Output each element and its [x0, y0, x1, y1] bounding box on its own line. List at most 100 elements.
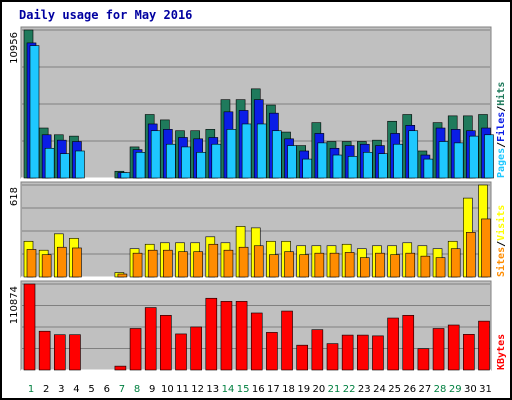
bar-sites-day-20 [314, 252, 325, 278]
day-label-17: 17 [267, 384, 280, 395]
day-labels: 1 2 3 4 5 6 7 8 9 10 11 12 13 14 15 16 17 18 19 20 21 22 23 24 2… [28, 384, 492, 395]
bar-kbytes-day-4 [69, 334, 81, 371]
day-label-25: 25 [388, 384, 401, 395]
bar-kbytes-day-26 [402, 315, 415, 371]
bar-pages-day-15 [241, 123, 252, 179]
bar-sites-day-25 [390, 254, 400, 278]
day-label-5: 5 [88, 384, 94, 395]
bar-pages-day-7 [120, 172, 131, 179]
side-legend: Sites/Visits [495, 205, 507, 277]
bar-sites-day-8 [132, 252, 143, 278]
bar-kbytes-day-11 [175, 333, 187, 371]
day-label-10: 10 [161, 384, 174, 395]
bar-pages-day-12 [196, 152, 206, 179]
legend-files: Files [495, 112, 507, 142]
legend-separator: / [496, 142, 507, 148]
bar-sites-day-7 [117, 273, 128, 278]
bar-pages-day-20 [317, 142, 328, 179]
bar-kbytes-day-7 [114, 365, 127, 371]
bar-kbytes-day-3 [53, 334, 66, 371]
bar-sites-day-31 [481, 218, 491, 278]
day-label-31: 31 [479, 384, 492, 395]
bar-kbytes-day-25 [387, 317, 399, 371]
panel-visits-sites: 618 Sites/Visits [9, 181, 507, 278]
bar-pages-day-26 [408, 130, 419, 179]
bar-sites-day-26 [405, 252, 416, 278]
bar-sites-day-17 [269, 254, 279, 278]
day-label-7: 7 [119, 384, 125, 395]
bar-kbytes-day-18 [281, 310, 293, 371]
bar-pages-day-11 [181, 146, 191, 179]
bar-pages-day-14 [226, 129, 237, 179]
bar-pages-day-28 [438, 141, 449, 179]
bar-kbytes-day-8 [129, 328, 142, 371]
legend-sites: Sites [495, 247, 507, 277]
bar-sites-day-10 [163, 249, 173, 278]
day-label-3: 3 [58, 384, 64, 395]
day-label-22: 22 [343, 384, 356, 395]
bar-sites-day-28 [435, 257, 446, 278]
bar-pages-day-9 [150, 130, 161, 179]
bar-sites-day-12 [193, 251, 203, 278]
bar-pages-day-16 [256, 123, 267, 179]
bar-kbytes-day-29 [447, 324, 460, 371]
side-legend-text: KBytes [496, 334, 507, 370]
day-label-9: 9 [149, 384, 155, 395]
day-label-6: 6 [104, 384, 110, 395]
bar-pages-day-1 [29, 45, 40, 179]
bar-pages-day-2 [44, 147, 55, 179]
bar-pages-day-10 [166, 143, 176, 179]
bar-pages-day-19 [302, 158, 313, 179]
bar-kbytes-day-23 [356, 334, 369, 371]
day-label-8: 8 [134, 384, 140, 395]
day-label-11: 11 [176, 384, 189, 395]
day-label-23: 23 [358, 384, 371, 395]
day-label-28: 28 [434, 384, 447, 395]
day-label-2: 2 [43, 384, 49, 395]
bar-kbytes-day-20 [311, 329, 324, 371]
bar-pages-day-30 [469, 135, 479, 179]
bar-sites-day-21 [329, 252, 340, 278]
day-label-21: 21 [328, 384, 341, 395]
bar-pages-day-4 [75, 150, 85, 179]
day-label-13: 13 [206, 384, 219, 395]
panel-kbytes: 110874 KBytes [9, 280, 507, 371]
bar-pages-day-24 [378, 153, 388, 179]
bar-sites-day-29 [450, 248, 461, 278]
bar-kbytes-day-10 [160, 315, 172, 371]
day-label-30: 30 [464, 384, 477, 395]
bar-pages-day-25 [393, 143, 403, 179]
bar-sites-day-22 [344, 252, 355, 278]
bar-pages-day-22 [347, 156, 358, 179]
bar-kbytes-day-2 [38, 330, 51, 371]
bar-sites-day-2 [41, 254, 52, 278]
day-label-20: 20 [312, 384, 325, 395]
bar-pages-day-18 [287, 145, 297, 179]
bar-sites-day-9 [147, 249, 158, 278]
bar-kbytes-day-21 [326, 343, 339, 371]
legend-separator: / [496, 106, 507, 112]
bar-kbytes-day-1 [23, 283, 36, 371]
y-tick-max: 618 [9, 187, 20, 206]
side-legend: Pages/Files/Hits [495, 82, 507, 178]
bar-sites-day-1 [26, 249, 37, 278]
bar-kbytes-day-27 [417, 348, 430, 371]
bar-pages-day-3 [59, 153, 70, 179]
legend-hits: Hits [495, 82, 507, 106]
bar-sites-day-3 [56, 246, 67, 278]
day-label-18: 18 [282, 384, 295, 395]
side-legend: KBytes [496, 334, 507, 370]
bar-kbytes-day-24 [372, 335, 384, 371]
bar-pages-day-23 [362, 152, 373, 179]
legend-separator: / [496, 241, 507, 247]
bar-kbytes-day-14 [220, 301, 233, 371]
day-label-15: 15 [237, 384, 250, 395]
bar-pages-day-21 [332, 154, 343, 179]
bar-sites-day-13 [208, 243, 219, 278]
legend-visits: Visits [495, 205, 507, 241]
bar-sites-day-24 [375, 252, 385, 278]
bar-kbytes-day-9 [144, 307, 157, 371]
bar-sites-day-4 [72, 247, 82, 278]
bar-pages-day-31 [484, 134, 494, 179]
chart-title: Daily usage for May 2016 [19, 8, 192, 22]
